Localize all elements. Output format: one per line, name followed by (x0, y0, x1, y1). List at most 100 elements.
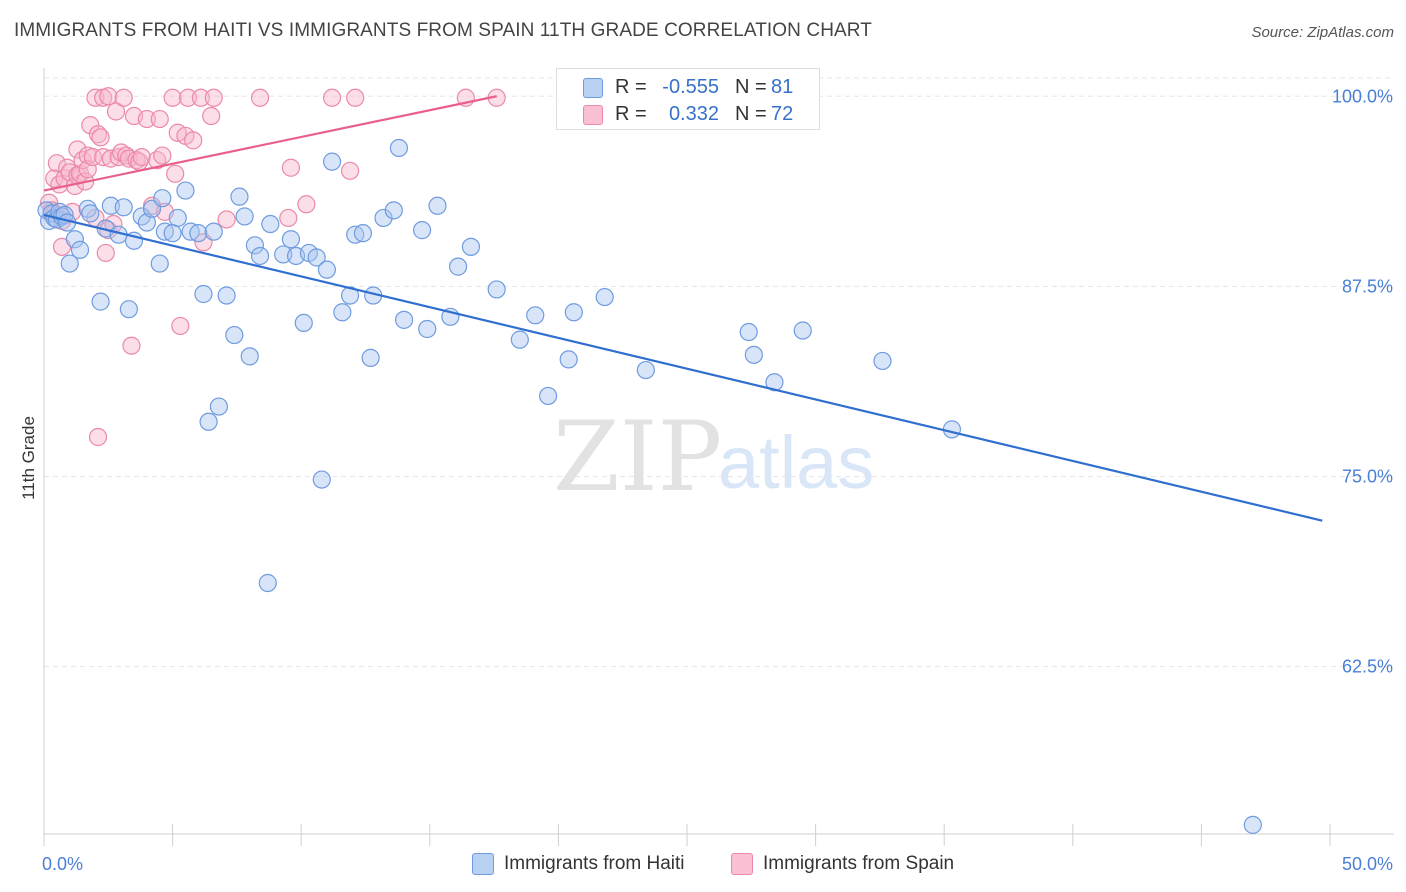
spain-point (281, 158, 301, 177)
haiti-point (333, 303, 352, 322)
legend-label-spain: Immigrants from Spain (763, 853, 955, 874)
spain-point (202, 106, 221, 126)
haiti-point (258, 573, 277, 593)
haiti-point (153, 189, 172, 208)
haiti-point (1243, 815, 1262, 834)
haiti-point (322, 152, 342, 171)
spain-point (153, 146, 172, 165)
r-value-haiti: -0.555 (662, 76, 719, 98)
y-tick-label: 87.5% (1342, 276, 1393, 296)
n-value-spain: 72 (771, 103, 794, 125)
haiti-swatch (472, 853, 494, 875)
spain-point (101, 149, 120, 168)
haiti-point (942, 420, 962, 439)
x-tick-label: 50.0% (1342, 854, 1393, 874)
haiti-point (294, 313, 313, 333)
haiti-point (361, 348, 380, 367)
chart-title: IMMIGRANTS FROM HAITI VS IMMIGRANTS FROM… (14, 20, 872, 41)
haiti-point (374, 208, 393, 228)
stats-row-spain: R = 0.332 N = 72 (557, 100, 819, 128)
haiti-point (119, 300, 138, 319)
spain-point (191, 88, 210, 107)
spain-point (96, 243, 115, 263)
haiti-point (418, 319, 437, 339)
haiti-point (199, 412, 218, 431)
haiti-point (209, 397, 228, 416)
spain-trend-line (43, 95, 497, 192)
haiti-point (235, 207, 254, 226)
haiti-point (793, 321, 812, 340)
haiti-point (526, 306, 545, 325)
watermark-zip: ZIP (553, 401, 722, 513)
spain-point (88, 125, 108, 144)
spain-point (217, 210, 236, 229)
spain-point (68, 140, 87, 159)
haiti-point (70, 240, 90, 259)
trend-lines (43, 95, 1323, 522)
haiti-point (225, 325, 244, 345)
haiti-point (389, 138, 409, 158)
r-label: R = (615, 76, 647, 98)
haiti-point (873, 351, 892, 371)
haiti-point (384, 201, 403, 220)
haiti-point (60, 254, 79, 273)
n-label: N = (735, 76, 767, 98)
spain-point (346, 88, 365, 107)
watermark: ZIP atlas (553, 401, 874, 513)
haiti-point (559, 350, 578, 369)
haiti-point (194, 284, 213, 304)
haiti-point (155, 222, 174, 241)
spain-point (150, 109, 169, 129)
spain-point (178, 88, 198, 107)
gridlines (44, 77, 1394, 668)
haiti-point (428, 196, 447, 215)
haiti-point (539, 386, 558, 406)
spain-point (204, 88, 223, 107)
haiti-point (176, 181, 195, 200)
spain-point (114, 88, 133, 107)
spain-point (166, 164, 185, 183)
y-tick-label: 75.0% (1342, 467, 1393, 487)
watermark-atlas: atlas (718, 421, 874, 504)
spain-point (297, 195, 316, 214)
haiti-point (448, 257, 468, 276)
haiti-point (487, 280, 506, 299)
spain-swatch (583, 105, 603, 125)
haiti-point (204, 222, 223, 241)
spain-point (340, 161, 360, 180)
spain-point (132, 147, 151, 167)
haiti-point (114, 198, 133, 217)
haiti-point (137, 213, 156, 232)
haiti-point (281, 230, 301, 249)
spain-point (184, 131, 203, 150)
stats-box: R = -0.555 N = 81 R = 0.332 N = 72 (556, 68, 820, 130)
haiti-point (250, 246, 270, 266)
haiti-point (261, 214, 280, 234)
haiti-point (168, 208, 187, 228)
haiti-point (744, 345, 763, 364)
haiti-point (307, 248, 326, 267)
spain-point (322, 88, 342, 107)
haiti-point (163, 224, 182, 243)
tick-labels: 100.0% 87.5% 75.0% 62.5% 0.0% 50.0% (42, 86, 1393, 874)
haiti-point (312, 470, 331, 489)
legend-label-haiti: Immigrants from Haiti (504, 853, 685, 874)
series-spain-points (40, 87, 506, 447)
spain-point (163, 88, 182, 107)
haiti-point (65, 230, 84, 249)
haiti-point (739, 322, 758, 342)
spain-point (171, 316, 190, 336)
stats-row-haiti: R = -0.555 N = 81 (557, 73, 819, 101)
r-value-spain: 0.332 (668, 103, 719, 125)
spain-point (106, 102, 126, 121)
r-label: R = (615, 103, 647, 125)
haiti-point (461, 237, 481, 256)
legend: Immigrants from Haiti Immigrants from Sp… (0, 852, 1406, 876)
spain-point (94, 147, 113, 167)
haiti-point (150, 254, 169, 273)
haiti-swatch (583, 78, 603, 98)
series-haiti-points (37, 138, 1262, 834)
y-tick-label: 62.5% (1342, 657, 1393, 677)
haiti-point (181, 222, 200, 241)
